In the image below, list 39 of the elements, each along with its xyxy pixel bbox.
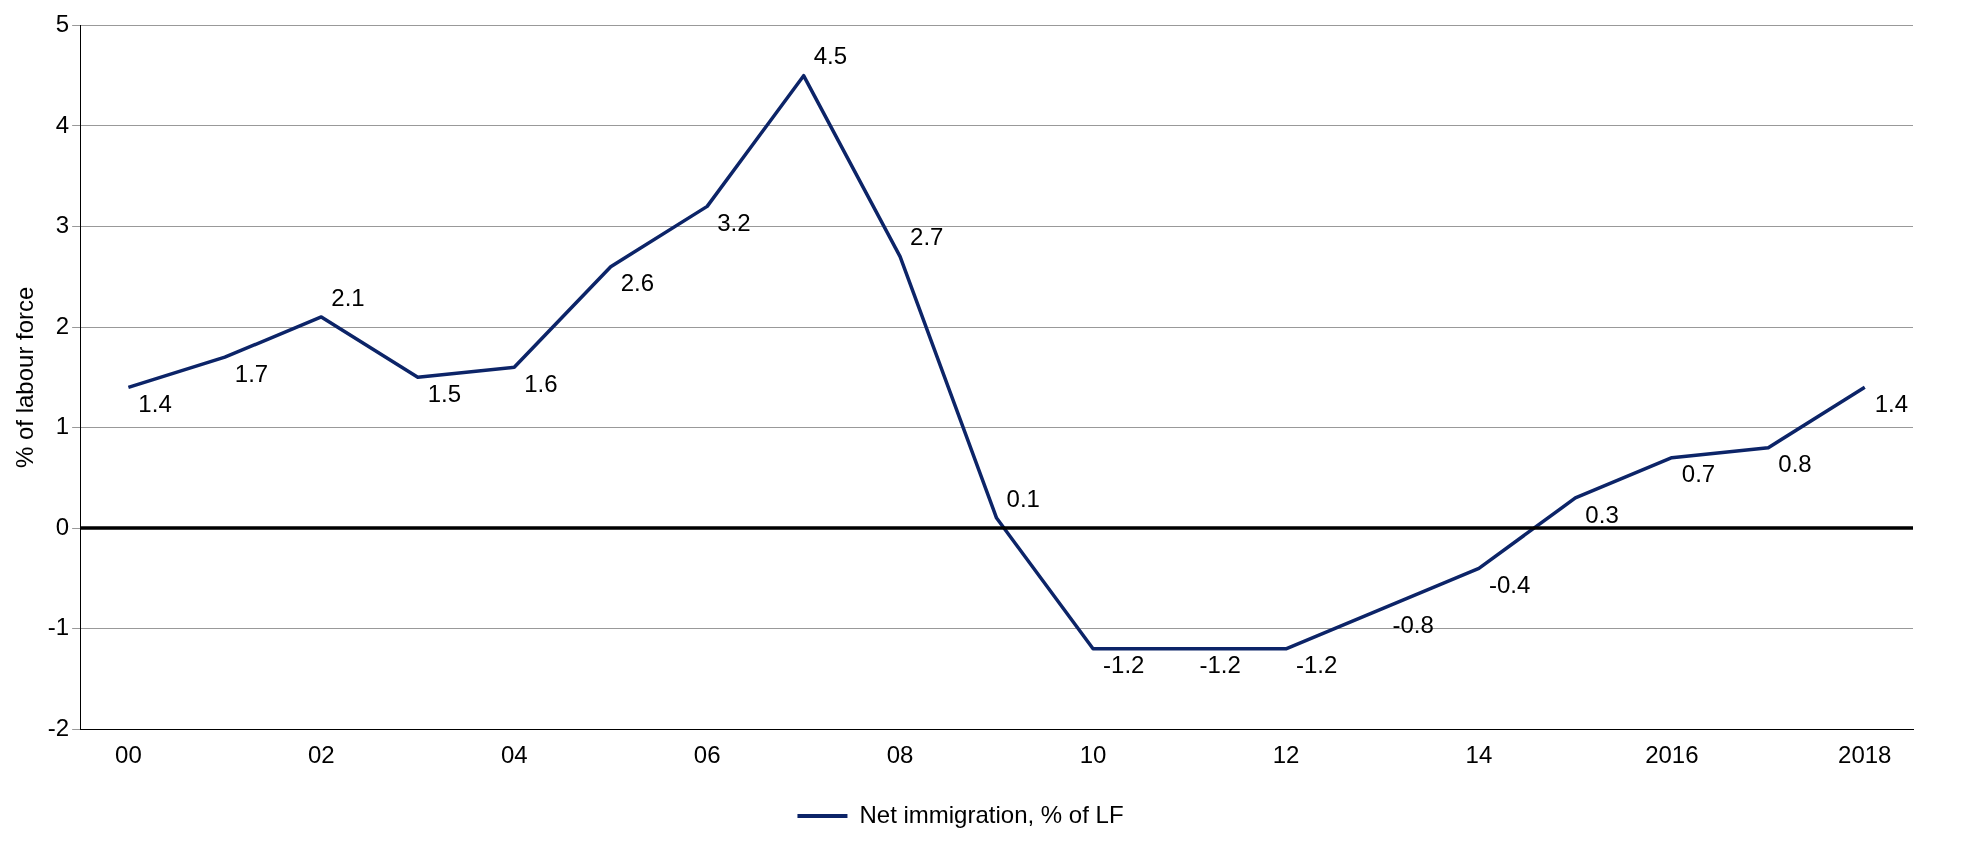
data-label: 0.8 [1778,450,1812,478]
x-tick-label: 06 [693,741,721,769]
data-label: -1.2 [1199,651,1241,679]
data-label: -1.2 [1103,651,1145,679]
data-label: -0.4 [1488,570,1531,598]
x-tick-label: 08 [886,741,914,769]
data-label: -1.2 [1295,651,1338,679]
data-label: 3.2 [717,209,751,236]
data-label: -0.8 [1392,611,1434,639]
data-label: 1.4 [1874,389,1909,417]
x-tick-label: 00 [115,741,142,769]
data-label: 0.1 [1006,484,1040,512]
data-label: 0.7 [1681,460,1716,488]
legend-label: Net immigration, % of LF [859,800,1124,828]
y-tick-label: 1 [55,412,70,440]
y-tick-label: 5 [55,10,70,38]
x-tick-label: 10 [1079,741,1107,769]
x-tick-label: 12 [1272,741,1300,769]
x-tick-label: 14 [1465,741,1493,769]
data-label: 2.7 [910,223,944,251]
x-tick-label: 04 [500,741,528,769]
x-tick-label: 2018 [1838,741,1892,769]
y-tick-label: 4 [55,110,70,138]
data-label: 1.4 [138,389,172,417]
data-label: 2.1 [331,283,365,311]
y-tick-label: 3 [55,211,70,239]
x-tick-label: 2016 [1645,741,1699,769]
data-label: 2.6 [620,269,655,297]
y-axis-title: % of labour force [11,286,39,469]
y-tick-label: 2 [55,311,70,339]
data-label: 1.5 [427,379,462,407]
data-label: 0.3 [1585,500,1619,528]
data-label: 1.7 [234,359,269,387]
y-tick-label: -1 [47,613,70,641]
data-label: 1.6 [524,369,558,397]
x-tick-label: 02 [307,741,335,769]
y-tick-label: -2 [47,713,70,741]
y-tick-label: 0 [55,512,70,540]
data-label: 4.5 [813,42,848,70]
